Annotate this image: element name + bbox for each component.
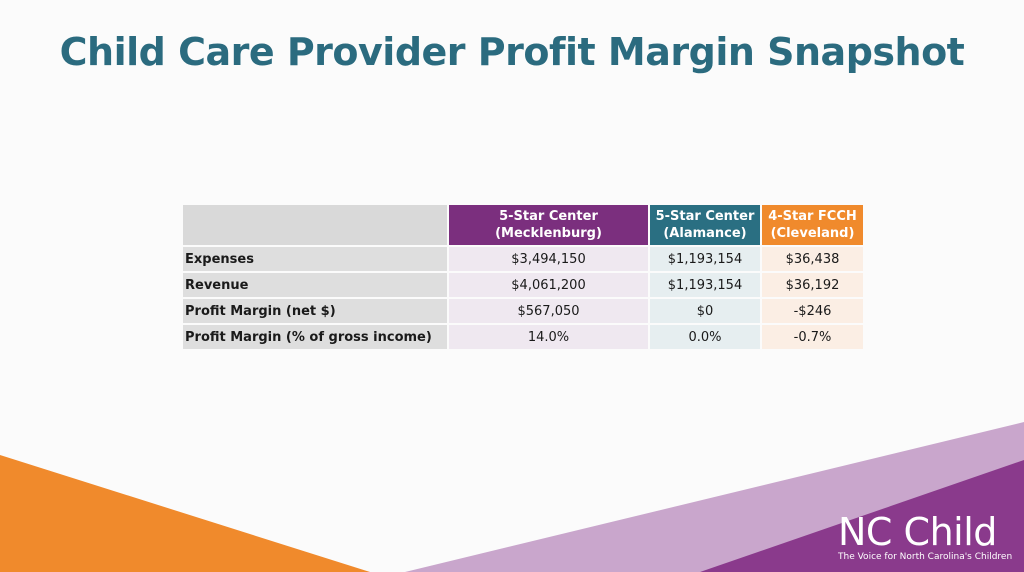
brand-tagline: The Voice for North Carolina's Children bbox=[838, 552, 1013, 562]
table-cell: $3,494,150 bbox=[447, 247, 648, 271]
table-row: Revenue $4,061,200 $1,193,154 $36,192 bbox=[183, 273, 863, 297]
orange-corner-shape bbox=[0, 455, 370, 572]
column-header-cleveland: 4-Star FCCH (Cleveland) bbox=[760, 205, 863, 245]
column-header-line1: 5-Star Center bbox=[499, 209, 598, 224]
table-cell: 14.0% bbox=[447, 325, 648, 349]
table-row: Expenses $3,494,150 $1,193,154 $36,438 bbox=[183, 247, 863, 271]
table-cell: $1,193,154 bbox=[648, 273, 760, 297]
profit-margin-table: 5-Star Center (Mecklenburg) 5-Star Cente… bbox=[183, 203, 863, 351]
table-cell: $567,050 bbox=[447, 299, 648, 323]
slide-title: Child Care Provider Profit Margin Snapsh… bbox=[59, 30, 965, 74]
table-row: Profit Margin (% of gross income) 14.0% … bbox=[183, 325, 863, 349]
table-cell: $36,438 bbox=[760, 247, 863, 271]
table-row: Profit Margin (net $) $567,050 $0 -$246 bbox=[183, 299, 863, 323]
light-purple-band-shape bbox=[405, 422, 1024, 572]
brand-name: NC Child bbox=[838, 510, 997, 554]
column-header-line1: 4-Star FCCH bbox=[768, 209, 857, 224]
column-header-line1: 5-Star Center bbox=[655, 209, 755, 224]
column-header-alamance: 5-Star Center (Alamance) bbox=[648, 205, 760, 245]
column-header-mecklenburg: 5-Star Center (Mecklenburg) bbox=[447, 205, 648, 245]
column-header-line2: (Mecklenburg) bbox=[495, 226, 602, 241]
row-label: Expenses bbox=[183, 247, 447, 271]
row-label: Profit Margin (net $) bbox=[183, 299, 447, 323]
table-cell: $1,193,154 bbox=[648, 247, 760, 271]
table-cell: $36,192 bbox=[760, 273, 863, 297]
purple-corner-shape bbox=[700, 460, 1024, 572]
table-cell: -0.7% bbox=[760, 325, 863, 349]
table-cell: -$246 bbox=[760, 299, 863, 323]
nc-child-logo: NC Child The Voice for North Carolina's … bbox=[838, 512, 1012, 563]
header-corner-cell bbox=[183, 205, 447, 245]
column-header-line2: (Alamance) bbox=[663, 226, 747, 241]
table-header-row: 5-Star Center (Mecklenburg) 5-Star Cente… bbox=[183, 205, 863, 245]
row-label: Profit Margin (% of gross income) bbox=[183, 325, 447, 349]
table-cell: $0 bbox=[648, 299, 760, 323]
table-cell: 0.0% bbox=[648, 325, 760, 349]
table-cell: $4,061,200 bbox=[447, 273, 648, 297]
column-header-line2: (Cleveland) bbox=[770, 226, 855, 241]
row-label: Revenue bbox=[183, 273, 447, 297]
